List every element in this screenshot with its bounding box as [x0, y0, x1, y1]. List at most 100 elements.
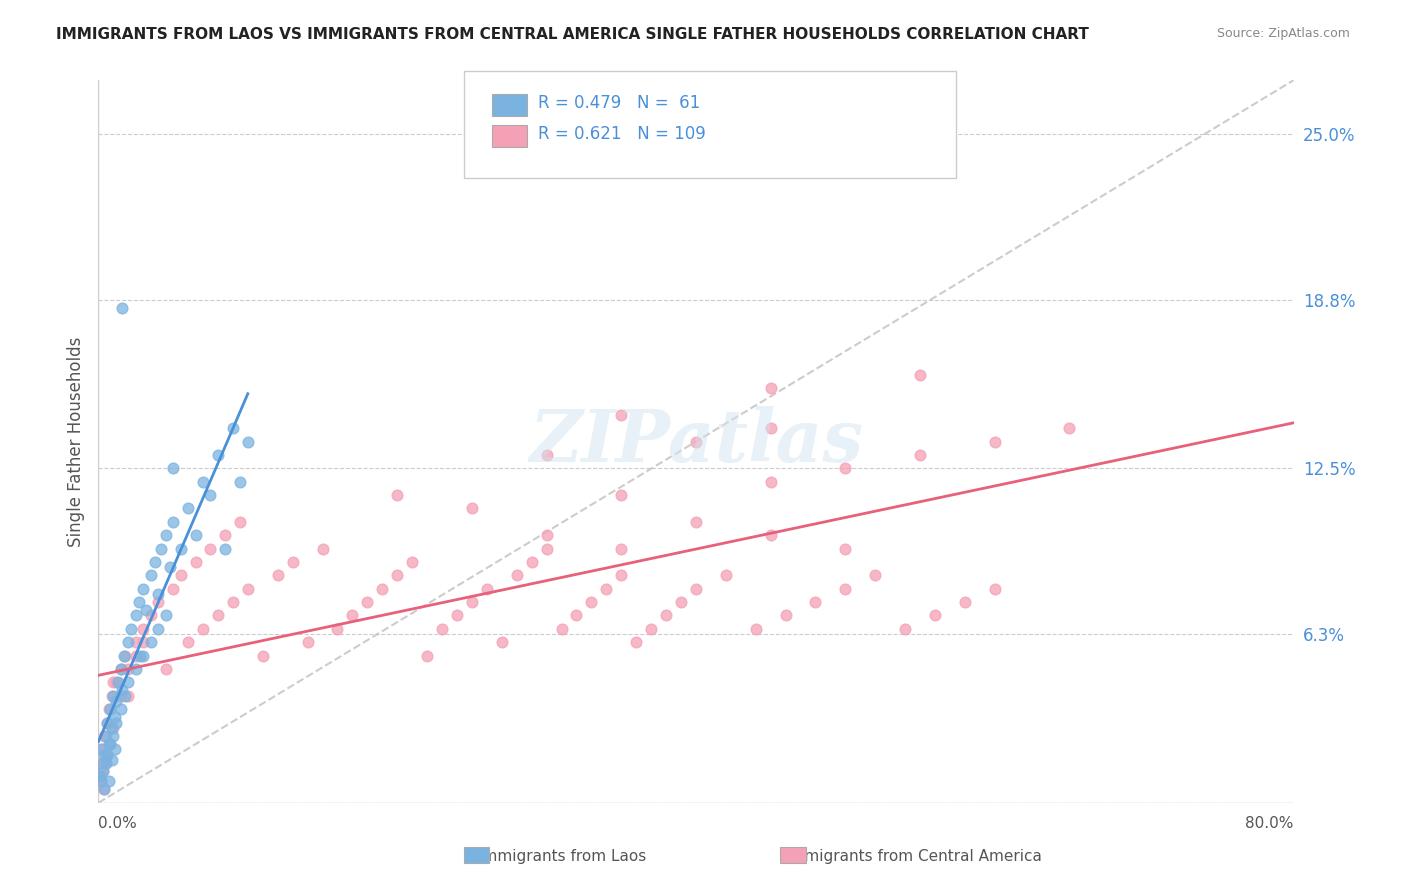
Point [714, 568, 737, 582]
Point [401, 555, 423, 569]
Point [96, 747, 118, 762]
Point [90, 756, 112, 770]
Text: Source: ZipAtlas.com: Source: ZipAtlas.com [1216, 27, 1350, 40]
Point [759, 475, 782, 489]
Point [94, 756, 117, 770]
Point [191, 475, 214, 489]
Text: 80.0%: 80.0% [1246, 816, 1294, 830]
Point [685, 434, 707, 449]
Point [252, 648, 274, 663]
Point [184, 555, 207, 569]
Point [595, 582, 617, 596]
Point [506, 568, 529, 582]
Point [162, 515, 184, 529]
Point [112, 648, 135, 663]
Point [491, 635, 513, 649]
Text: IMMIGRANTS FROM LAOS VS IMMIGRANTS FROM CENTRAL AMERICA SINGLE FATHER HOUSEHOLDS: IMMIGRANTS FROM LAOS VS IMMIGRANTS FROM … [56, 27, 1090, 42]
Point [132, 582, 155, 596]
Point [655, 608, 678, 623]
Text: Immigrants from Central America: Immigrants from Central America [786, 849, 1042, 863]
Point [159, 560, 181, 574]
Point [128, 595, 150, 609]
Point [103, 721, 125, 735]
Point [162, 461, 184, 475]
Point [91, 764, 114, 778]
Point [745, 622, 768, 636]
Point [110, 662, 132, 676]
Point [685, 515, 707, 529]
Point [148, 622, 170, 636]
Point [98, 702, 122, 716]
Point [984, 582, 1007, 596]
Point [94, 729, 117, 743]
Point [550, 622, 572, 636]
Point [101, 721, 124, 735]
Point [924, 608, 946, 623]
Point [610, 408, 633, 422]
Point [139, 635, 162, 649]
Point [267, 568, 290, 582]
Point [565, 608, 588, 623]
Text: R = 0.479   N =  61: R = 0.479 N = 61 [538, 94, 700, 112]
Point [89, 769, 111, 783]
Point [984, 434, 1007, 449]
Point [110, 662, 132, 676]
Point [685, 582, 707, 596]
Point [150, 541, 173, 556]
Point [90, 742, 112, 756]
Point [281, 555, 304, 569]
Point [107, 675, 129, 690]
Point [103, 689, 125, 703]
Point [775, 608, 797, 623]
Point [94, 756, 117, 770]
Point [385, 568, 409, 582]
Point [96, 715, 118, 730]
Point [520, 555, 543, 569]
Point [475, 582, 498, 596]
Point [461, 595, 484, 609]
Point [804, 595, 827, 609]
Point [132, 648, 155, 663]
Point [297, 635, 319, 649]
Point [96, 715, 118, 730]
Point [101, 753, 124, 767]
Point [98, 737, 122, 751]
Point [111, 683, 134, 698]
Point [104, 710, 127, 724]
Point [90, 774, 112, 789]
Point [908, 448, 931, 462]
Point [97, 702, 120, 716]
Point [110, 702, 132, 716]
Point [908, 368, 931, 382]
Point [446, 608, 468, 623]
Point [120, 622, 142, 636]
Point [326, 622, 349, 636]
Point [536, 448, 558, 462]
Point [214, 528, 236, 542]
Point [581, 595, 603, 609]
Point [139, 608, 162, 623]
Point [135, 603, 157, 617]
Point [610, 568, 633, 582]
Point [953, 595, 976, 609]
Point [97, 774, 120, 789]
Point [222, 595, 245, 609]
Point [125, 608, 148, 623]
Point [191, 622, 214, 636]
Point [105, 675, 128, 690]
Point [236, 434, 259, 449]
Point [125, 662, 148, 676]
Point [536, 528, 558, 542]
Point [129, 648, 152, 663]
Point [236, 582, 259, 596]
Point [200, 488, 222, 502]
Point [222, 421, 245, 435]
Point [155, 608, 177, 623]
Point [132, 635, 155, 649]
Point [214, 541, 236, 556]
Text: 0.0%: 0.0% [98, 816, 138, 830]
Point [162, 582, 184, 596]
Text: ZIPatlas: ZIPatlas [529, 406, 863, 477]
Point [430, 622, 453, 636]
Point [148, 595, 170, 609]
